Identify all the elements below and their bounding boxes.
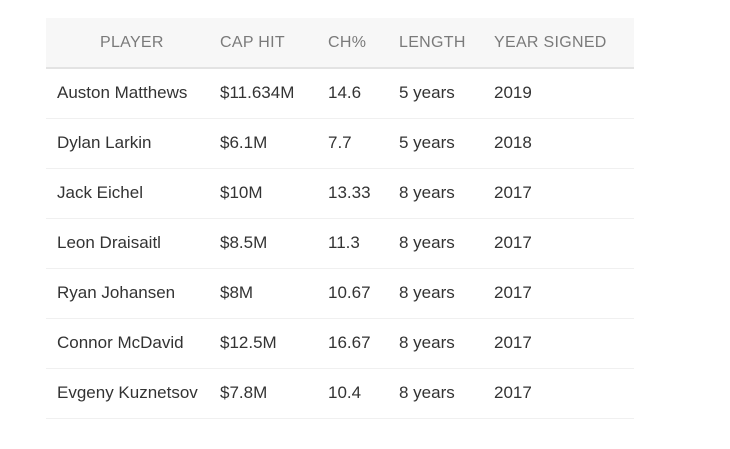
cell-cap-hit: $10M bbox=[220, 183, 263, 202]
cell-year-signed: 2017 bbox=[494, 333, 532, 352]
cell-length: 8 years bbox=[399, 283, 455, 302]
cell-ch-percent: 10.67 bbox=[328, 283, 371, 302]
cell-length: 5 years bbox=[399, 83, 455, 103]
cell-ch-percent: 13.33 bbox=[328, 183, 371, 202]
cell-ch-percent: 10.4 bbox=[328, 383, 362, 402]
cell-year-signed: 2018 bbox=[494, 133, 532, 152]
cell-cap-hit: $11.634M bbox=[220, 83, 295, 103]
cell-ch-percent: 14.6 bbox=[328, 83, 362, 103]
column-header-player[interactable]: PLAYER bbox=[100, 33, 164, 51]
table-row: Evgeny Kuznetsov $7.8M 10.4 8 years 2017 bbox=[46, 368, 634, 418]
column-header-ch-percent[interactable]: CH% bbox=[328, 33, 367, 51]
cell-year-signed: 2017 bbox=[494, 233, 532, 252]
cell-cap-hit: $8.5M bbox=[220, 233, 268, 252]
cell-cap-hit: $12.5M bbox=[220, 333, 277, 352]
cell-ch-percent: 11.3 bbox=[328, 233, 360, 252]
cell-player: Dylan Larkin bbox=[57, 133, 152, 152]
cell-length: 5 years bbox=[399, 133, 455, 152]
cell-player: Auston Matthews bbox=[57, 83, 188, 103]
cell-ch-percent: 7.7 bbox=[328, 133, 352, 152]
cell-ch-percent: 16.67 bbox=[328, 333, 371, 352]
cell-year-signed: 2017 bbox=[494, 383, 532, 402]
cell-player: Evgeny Kuznetsov bbox=[57, 383, 198, 402]
cell-length: 8 years bbox=[399, 333, 455, 352]
cell-cap-hit: $6.1M bbox=[220, 133, 268, 152]
cell-player: Connor McDavid bbox=[57, 333, 184, 352]
column-header-length[interactable]: LENGTH bbox=[399, 33, 466, 51]
table-row: Dylan Larkin $6.1M 7.7 5 years 2018 bbox=[46, 118, 634, 168]
cell-length: 8 years bbox=[399, 183, 455, 202]
header-row: PLAYER CAP HIT CH% LENGTH YEAR SIGNED bbox=[46, 18, 634, 68]
column-header-year-signed[interactable]: YEAR SIGNED bbox=[494, 33, 607, 51]
column-header-cap-hit[interactable]: CAP HIT bbox=[220, 33, 285, 51]
cell-player: Ryan Johansen bbox=[57, 283, 176, 302]
cell-player: Leon Draisaitl bbox=[57, 233, 161, 252]
table-body: Auston Matthews $11.634M 14.6 5 years 20… bbox=[46, 68, 634, 418]
cell-year-signed: 2017 bbox=[494, 283, 532, 302]
contracts-table: PLAYER CAP HIT CH% LENGTH YEAR SIGNED Au… bbox=[46, 18, 634, 419]
cell-cap-hit: $7.8M bbox=[220, 383, 268, 402]
table-header: PLAYER CAP HIT CH% LENGTH YEAR SIGNED bbox=[46, 18, 634, 68]
cell-length: 8 years bbox=[399, 383, 455, 402]
cell-year-signed: 2017 bbox=[494, 183, 532, 202]
table-row: Leon Draisaitl $8.5M 11.3 8 years 2017 bbox=[46, 218, 634, 268]
cell-cap-hit: $8M bbox=[220, 283, 254, 302]
contracts-table-container: PLAYER CAP HIT CH% LENGTH YEAR SIGNED Au… bbox=[46, 18, 634, 419]
cell-length: 8 years bbox=[399, 233, 455, 252]
table-row: Connor McDavid $12.5M 16.67 8 years 2017 bbox=[46, 318, 634, 368]
cell-player: Jack Eichel bbox=[57, 183, 143, 202]
table-row: Jack Eichel $10M 13.33 8 years 2017 bbox=[46, 168, 634, 218]
cell-year-signed: 2019 bbox=[494, 83, 532, 103]
table-row: Ryan Johansen $8M 10.67 8 years 2017 bbox=[46, 268, 634, 318]
table-row: Auston Matthews $11.634M 14.6 5 years 20… bbox=[46, 68, 634, 118]
